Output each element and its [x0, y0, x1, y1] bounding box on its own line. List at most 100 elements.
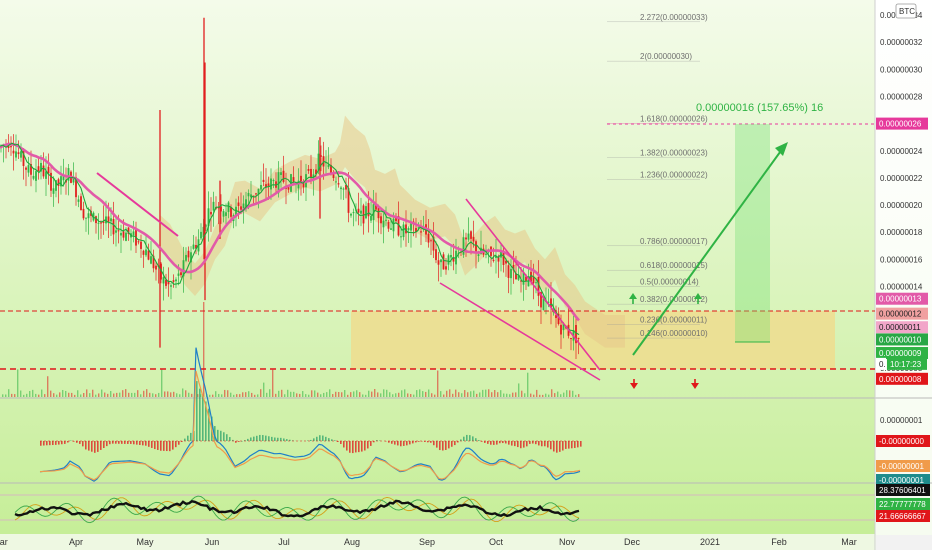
- volume-bar: [227, 390, 229, 397]
- up-arrow-icon: [629, 293, 637, 304]
- price-tick-label: 0.00000030: [880, 65, 923, 74]
- macd-histogram-bar: [397, 441, 399, 446]
- currency-badge[interactable]: [895, 3, 917, 19]
- candle-body: [147, 250, 150, 260]
- candle-body: [320, 155, 322, 157]
- volume-bar: [215, 391, 217, 397]
- trend-line-left[interactable]: [96, 172, 179, 237]
- candle-body: [410, 223, 412, 231]
- target-arrow[interactable]: [632, 147, 784, 356]
- volume-bar: [539, 394, 541, 397]
- macd-histogram-bar: [154, 441, 156, 450]
- candle-body: [415, 228, 417, 232]
- volume-bar: [185, 390, 187, 397]
- volume-bar: [359, 392, 361, 397]
- macd-histogram-bar: [280, 437, 282, 441]
- volume-bar: [230, 392, 232, 397]
- macd-histogram-bar: [271, 436, 273, 441]
- macd-histogram-bar: [370, 441, 372, 446]
- candle-body: [182, 260, 185, 277]
- price-tag-label: 0.00000013: [879, 295, 922, 304]
- macd-line: [39, 347, 581, 482]
- candle-body: [67, 168, 70, 181]
- macd-histogram-bar: [523, 441, 525, 448]
- time-tick-label: Apr: [69, 537, 83, 547]
- volume-bar: [284, 394, 286, 397]
- macd-histogram-bar: [403, 441, 405, 446]
- macd-histogram-bar: [412, 441, 414, 444]
- macd-histogram-bar: [484, 441, 486, 443]
- macd-histogram-bar: [256, 435, 258, 441]
- wedge-upper-line[interactable]: [465, 198, 601, 371]
- volume-bar: [176, 393, 178, 397]
- macd-histogram-bar: [487, 441, 489, 444]
- candle-body: [442, 254, 445, 270]
- macd-histogram-bar: [244, 440, 246, 441]
- volume-bar: [257, 394, 259, 397]
- macd-histogram-bar: [286, 439, 288, 441]
- macd-histogram-bar: [532, 441, 534, 444]
- time-tick-label: Sep: [419, 537, 435, 547]
- time-tick-label: Mar: [0, 537, 8, 547]
- volume-bar: [254, 394, 256, 397]
- rsi-tag: [876, 484, 930, 496]
- rsi-stoch-d: [14, 495, 580, 524]
- volume-bar: [551, 389, 553, 397]
- volume-bar: [362, 394, 364, 397]
- time-axis[interactable]: Mar Apr May Jun Jul Aug Sep Oct Nov Dec 2021 Feb Mar: [0, 537, 857, 547]
- macd-histogram-bar: [472, 436, 474, 441]
- candle-body: [397, 216, 400, 236]
- volume-bar: [536, 389, 538, 397]
- fib-label: 2(0.00000030): [640, 52, 692, 61]
- volume-bar: [89, 393, 91, 397]
- down-arrow-icon: [630, 379, 638, 389]
- volume-bar: [239, 394, 241, 397]
- macd-histogram-bar: [364, 441, 366, 451]
- macd-histogram-bar: [190, 432, 192, 441]
- macd-histogram-bar: [538, 441, 540, 446]
- candle-body: [72, 177, 75, 183]
- volume-bar: [317, 392, 319, 397]
- candle-body: [220, 206, 222, 212]
- macd-histogram-bar: [568, 441, 570, 449]
- volume-bar: [494, 390, 496, 397]
- volume-bar: [548, 394, 550, 397]
- volume-bar: [47, 376, 49, 397]
- volume-bar: [104, 392, 106, 397]
- macd-signal-line: [39, 370, 581, 481]
- volume-bar: [302, 391, 304, 397]
- volume-bar: [422, 391, 424, 397]
- volume-bar: [332, 394, 334, 397]
- candle-body: [27, 165, 30, 173]
- macd-histogram-bar: [133, 441, 135, 445]
- macd-histogram-bar: [478, 440, 480, 441]
- price-tag: [876, 117, 928, 130]
- time-tick-label: Oct: [489, 537, 504, 547]
- macd-histogram-bar: [148, 441, 150, 447]
- rsi-tag: [876, 498, 930, 510]
- macd-histogram-bar: [436, 441, 438, 448]
- projection-box[interactable]: [735, 124, 770, 342]
- candle-body: [345, 184, 347, 190]
- volume-bar: [575, 394, 577, 397]
- volume-bar: [560, 394, 562, 397]
- price-tick-label: 0.00000022: [880, 174, 923, 183]
- macd-histogram-bar: [505, 441, 507, 444]
- macd-histogram-bar: [46, 441, 48, 446]
- volume-bar: [503, 393, 505, 397]
- candle-body: [540, 292, 542, 308]
- candle-body: [105, 216, 107, 224]
- macd-histogram-bar: [175, 441, 177, 448]
- candle-body: [185, 255, 187, 261]
- macd-histogram-bar: [118, 441, 120, 444]
- macd-histogram-bar: [376, 440, 378, 441]
- volume-bar: [527, 372, 529, 397]
- macd-histogram-bar: [223, 432, 225, 441]
- time-tick-label: Mar: [841, 537, 857, 547]
- volume-bar: [95, 394, 97, 397]
- axis-settings-button[interactable]: [876, 535, 932, 550]
- candle-body: [207, 208, 210, 227]
- wedge-lower-line[interactable]: [439, 282, 601, 381]
- up-arrow-icon: [694, 293, 702, 304]
